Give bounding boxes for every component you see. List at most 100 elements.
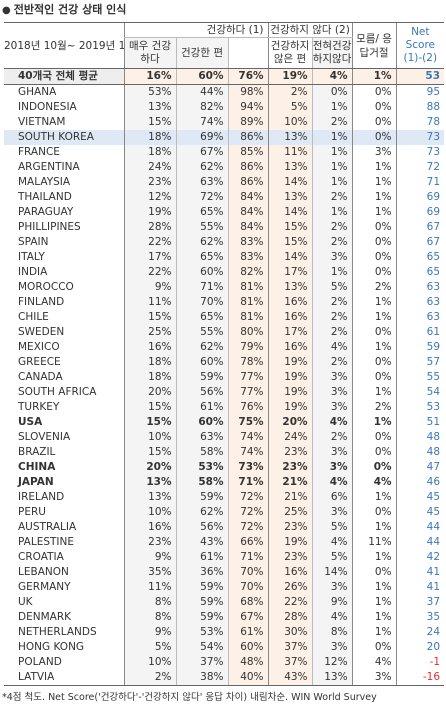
cell-healthy: 81% (227, 310, 269, 325)
table-row: INDIA 22% 60% 82% 17% 1% 0% 65 (4, 265, 445, 280)
cell-very-healthy: 22% (123, 235, 176, 250)
cell-dontknow: 1% (351, 160, 397, 175)
cell-somewhat-healthy: 58% (175, 445, 228, 460)
cell-somewhat-healthy: 38% (175, 670, 228, 686)
cell-dontknow: 1% (351, 385, 397, 400)
header-not-at-all: 전혀건강 하지않다 (311, 37, 353, 69)
cell-healthy: 84% (227, 220, 269, 235)
header-healthy: 건강하다 (1) (123, 22, 269, 38)
table-body: 40개국 전체 평균 16% 60% 76% 19% 4% 1% 53 GHAN… (4, 68, 445, 686)
table-row: LATVIA 2% 38% 40% 43% 13% 3% -16 (4, 670, 445, 686)
cell-dontknow: 0% (351, 565, 397, 580)
table-row: CANADA 18% 59% 77% 19% 3% 0% 55 (4, 370, 445, 385)
cell-somewhat-healthy: 62% (175, 235, 228, 250)
cell-healthy: 80% (227, 325, 269, 340)
cell-unhealthy: 30% (267, 625, 313, 640)
table-row: SWEDEN 25% 55% 80% 17% 2% 0% 61 (4, 325, 445, 340)
cell-netscore: 45 (395, 490, 445, 505)
cell-somewhat-healthy: 62% (175, 160, 228, 175)
cell-country: PERU (18, 506, 46, 518)
cell-country: IRELAND (18, 491, 65, 503)
cell-dontknow: 2% (351, 280, 397, 295)
cell-dontknow: 0% (351, 250, 397, 265)
cell-somewhat-healthy: 59% (175, 490, 228, 505)
cell-netscore: 41 (395, 580, 445, 595)
cell-country: MALAYSIA (18, 176, 71, 188)
cell-netscore: 61 (395, 325, 445, 340)
cell-not-at-all: 2% (311, 355, 353, 370)
cell-dontknow: 0% (351, 130, 397, 145)
cell-very-healthy: 35% (123, 565, 176, 580)
cell-healthy: 72% (227, 505, 269, 520)
table-row: PALESTINE 23% 43% 66% 19% 4% 11% 44 (4, 535, 445, 550)
cell-unhealthy: 13% (267, 130, 313, 145)
cell-not-at-all: 2% (311, 310, 353, 325)
cell-healthy: 72% (227, 490, 269, 505)
cell-somewhat-healthy: 62% (175, 505, 228, 520)
cell-healthy: 84% (227, 190, 269, 205)
cell-unhealthy: 16% (267, 340, 313, 355)
cell-netscore: 72 (395, 160, 445, 175)
table-row: TURKEY 15% 61% 76% 19% 3% 2% 53 (4, 400, 445, 415)
cell-very-healthy: 10% (123, 505, 176, 520)
cell-somewhat-healthy: 63% (175, 430, 228, 445)
cell-country: FINLAND (18, 296, 65, 308)
cell-healthy: 66% (227, 535, 269, 550)
cell-dontknow: 0% (351, 84, 397, 100)
cell-healthy: 94% (227, 100, 269, 115)
cell-healthy: 77% (227, 370, 269, 385)
cell-country: POLAND (18, 656, 62, 668)
table-row: PARAGUAY 19% 65% 84% 14% 1% 1% 69 (4, 205, 445, 220)
cell-unhealthy: 25% (267, 505, 313, 520)
cell-somewhat-healthy: 44% (175, 84, 228, 100)
cell-healthy: 85% (227, 145, 269, 160)
cell-healthy: 89% (227, 115, 269, 130)
cell-dontknow: 1% (351, 415, 397, 430)
cell-unhealthy: 23% (267, 550, 313, 565)
cell-very-healthy: 15% (123, 115, 176, 130)
table-row: HONG KONG 5% 54% 60% 37% 3% 0% 20 (4, 640, 445, 655)
cell-somewhat-healthy: 58% (175, 475, 228, 490)
cell-unhealthy: 14% (267, 175, 313, 190)
cell-country: GHANA (18, 86, 57, 98)
cell-very-healthy: 9% (123, 625, 176, 640)
table-row: JAPAN 13% 58% 71% 21% 4% 4% 46 (4, 475, 445, 490)
average-row: 40개국 전체 평균 16% 60% 76% 19% 4% 1% 53 (4, 68, 445, 85)
cell-country: CANADA (18, 371, 63, 383)
cell-not-at-all: 14% (311, 565, 353, 580)
cell-unhealthy: 21% (267, 475, 313, 490)
cell-somewhat-healthy: 60% (175, 355, 228, 370)
cell-unhealthy: 13% (267, 280, 313, 295)
cell-not-at-all: 1% (311, 130, 353, 145)
cell-not-at-all: 1% (311, 265, 353, 280)
cell-netscore: 55 (395, 370, 445, 385)
cell-very-healthy: 13% (123, 475, 176, 490)
cell-unhealthy: 19% (267, 400, 313, 415)
cell-very-healthy: 16% (123, 340, 176, 355)
cell-country: MEXICO (18, 341, 60, 353)
cell-netscore: -1 (395, 655, 445, 670)
cell-very-healthy: 13% (123, 100, 176, 115)
cell-dontknow: 3% (351, 670, 397, 686)
cell-very-healthy: 9% (123, 550, 176, 565)
cell-not-at-all: 3% (311, 370, 353, 385)
cell-not-at-all: 5% (311, 550, 353, 565)
table-row: SLOVENIA 10% 63% 74% 24% 2% 0% 48 (4, 430, 445, 445)
cell-not-at-all: 3% (311, 580, 353, 595)
cell-country: ITALY (18, 251, 45, 263)
cell-very-healthy: 11% (123, 580, 176, 595)
avg-healthy: 76% (227, 68, 269, 85)
cell-very-healthy: 53% (123, 84, 176, 100)
cell-somewhat-healthy: 61% (175, 550, 228, 565)
cell-netscore: 69 (395, 205, 445, 220)
cell-not-at-all: 4% (311, 475, 353, 490)
cell-healthy: 48% (227, 655, 269, 670)
cell-unhealthy: 37% (267, 640, 313, 655)
header-healthy-total (227, 37, 269, 69)
cell-netscore: 20 (395, 640, 445, 655)
cell-netscore: 63 (395, 310, 445, 325)
cell-netscore: 73 (395, 145, 445, 160)
avg-somewhat-healthy: 60% (175, 68, 228, 85)
cell-netscore: 67 (395, 220, 445, 235)
